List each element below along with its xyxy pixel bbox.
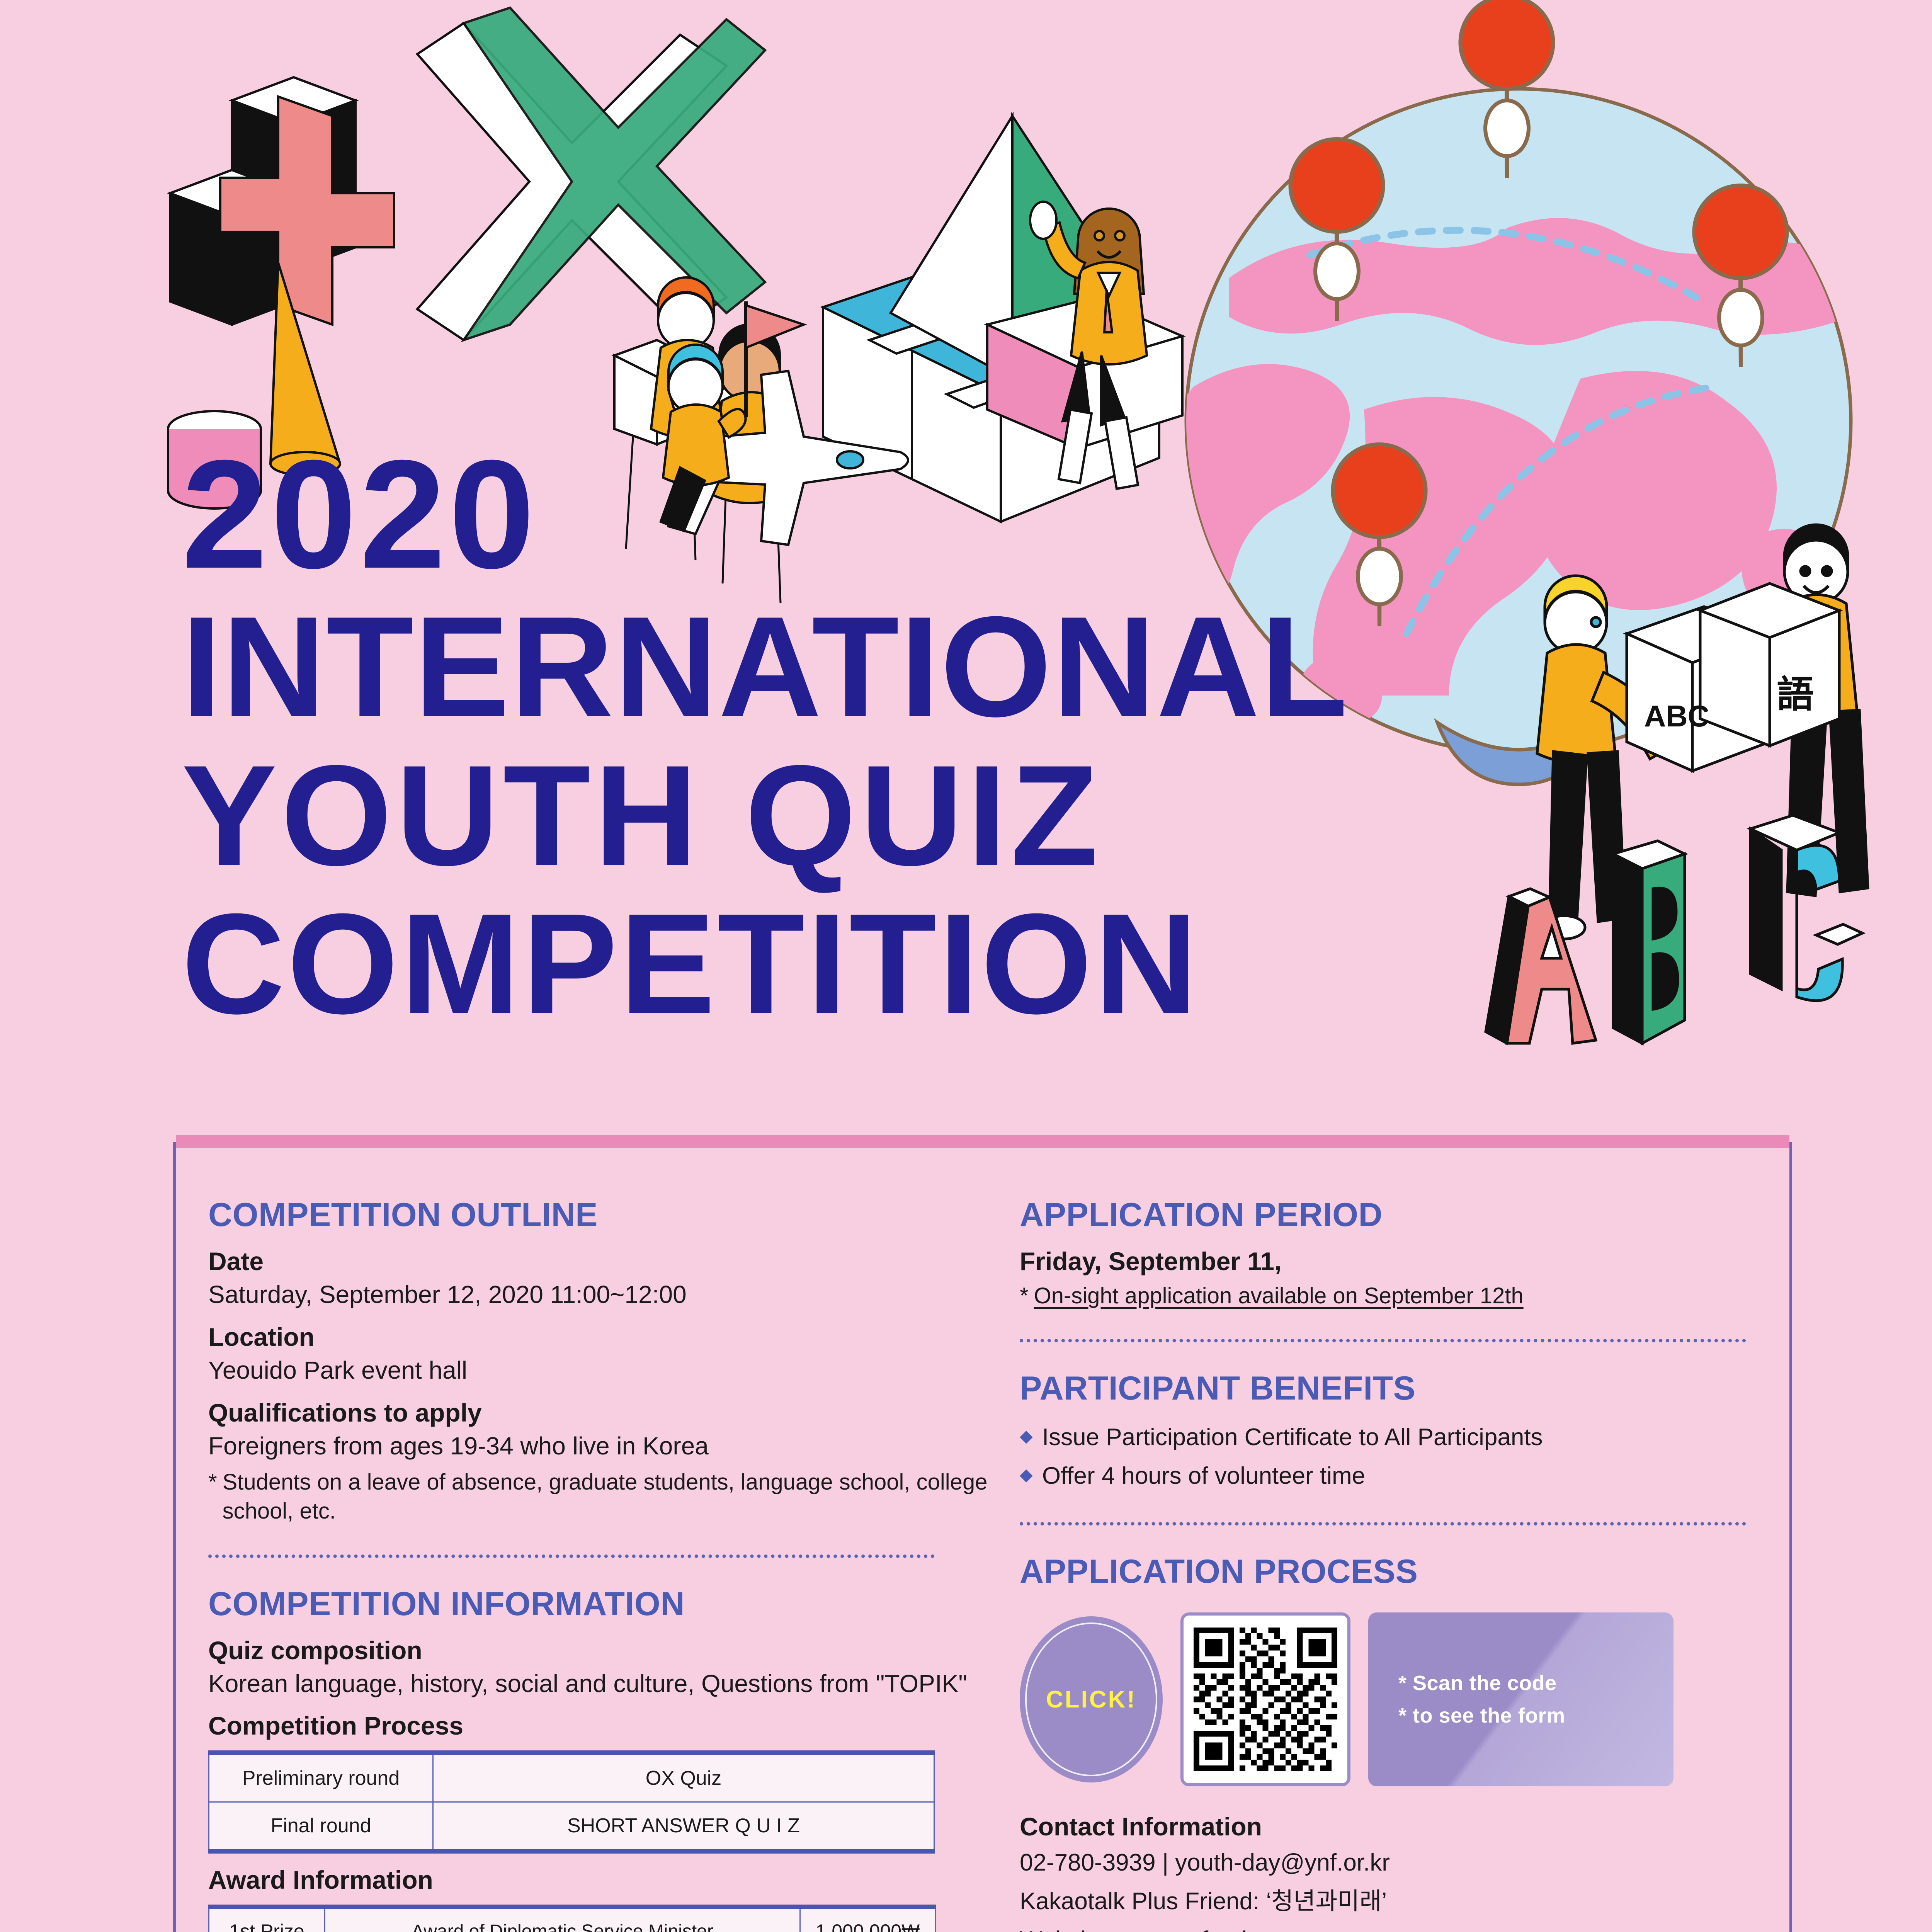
plus-shape-pink	[219, 95, 395, 327]
airplane-illustration	[667, 369, 909, 546]
competition-process-table: Preliminary round OX Quiz Final round SH…	[208, 1750, 935, 1854]
asterisk-icon: *	[208, 1469, 217, 1495]
map-pin	[1331, 442, 1428, 626]
box-carriers-group: ABC 語	[1536, 523, 1869, 940]
cone-shape-yellow	[269, 262, 342, 476]
divider-right-1	[1020, 1339, 1746, 1343]
globe-illustration	[1184, 0, 1853, 786]
process-round-1: Final round	[208, 1801, 434, 1852]
click-button-label: CLICK!	[1046, 1686, 1137, 1713]
scan-instructions-box: * Scan the code * to see the form	[1368, 1612, 1673, 1787]
note-qualifications-text: Students on a leave of absence, graduate…	[222, 1469, 988, 1524]
award-amount-0: 1,000,000₩	[799, 1906, 936, 1932]
process-type-1: SHORT ANSWER Q U I Z	[432, 1801, 935, 1852]
note-qualifications: * Students on a leave of absence, gradua…	[208, 1468, 995, 1526]
page-title: 2020 INTERNATIONAL YOUTH QUIZ COMPETITIO…	[182, 428, 1611, 1044]
list-item: ◆ Offer 4 hours of volunteer time	[1020, 1459, 1789, 1493]
label-date: Date	[208, 1247, 264, 1276]
section-heading-application-process: APPLICATION PROCESS	[1020, 1553, 1418, 1590]
title-line-three: YOUTH QUIZ	[182, 735, 1102, 895]
value-application-date: Friday, September 11,	[1020, 1247, 1282, 1276]
click-button[interactable]: CLICK!	[1020, 1616, 1163, 1783]
table-row: 1st Prize Award of Diplomatic Service Mi…	[208, 1906, 936, 1932]
label-qualifications: Qualifications to apply	[208, 1398, 482, 1427]
value-quiz-composition: Korean language, history, social and cul…	[208, 1669, 968, 1697]
scan-line-1: * Scan the code	[1398, 1672, 1557, 1695]
value-qualifications: Foreigners from ages 19-34 who live in K…	[208, 1432, 709, 1460]
value-date: Saturday, September 12, 2020 11:00~12:00	[208, 1281, 687, 1308]
frame-top-bar	[176, 1135, 1789, 1148]
pointing-woman-group	[984, 201, 1186, 490]
flag-boy	[659, 301, 807, 532]
process-round-0: Preliminary round	[208, 1752, 434, 1803]
award-place-0: 1st Prize	[208, 1906, 325, 1932]
award-title-0: Award of Diplomatic Service Minister	[324, 1906, 801, 1932]
contact-heading: Contact Information	[1020, 1812, 1262, 1841]
note-onsight-text: On-sight application available on Septem…	[1034, 1283, 1524, 1308]
title-line-two: INTERNATIONAL	[182, 587, 1349, 747]
section-heading-information: COMPETITION INFORMATION	[208, 1585, 685, 1622]
label-award-information: Award Information	[208, 1866, 433, 1895]
note-onsight: * On-sight application available on Sept…	[1020, 1281, 1789, 1310]
label-quiz-composition: Quiz composition	[208, 1636, 422, 1665]
application-process-widgets: CLICK!	[1020, 1612, 1789, 1787]
section-heading-outline: COMPETITION OUTLINE	[208, 1196, 598, 1233]
diamond-bullet-icon: ◆	[1020, 1465, 1033, 1485]
map-pin	[1288, 137, 1385, 321]
divider-right-2	[1020, 1522, 1746, 1526]
process-type-0: OX Quiz	[432, 1752, 935, 1803]
abc-3d-letters	[1484, 814, 1866, 1046]
benefit-text-0: Issue Participation Certificate to All P…	[1042, 1424, 1543, 1451]
contact-kakaotalk: Kakaotalk Plus Friend: ‘청년과미래’	[1020, 1888, 1387, 1915]
contact-phone-email[interactable]: 02-780-3939 | youth-day@ynf.or.kr	[1020, 1849, 1390, 1876]
label-location: Location	[208, 1322, 315, 1351]
qr-code-image	[1194, 1628, 1337, 1772]
box-label-abc: ABC	[1644, 699, 1709, 733]
asterisk-icon: *	[1020, 1283, 1029, 1308]
map-pin	[1458, 0, 1555, 178]
benefit-text-1: Offer 4 hours of volunteer time	[1042, 1463, 1366, 1490]
box-label-korean: 語	[1777, 674, 1814, 715]
right-column: APPLICATION PERIOD Friday, September 11,…	[995, 1196, 1789, 1932]
left-column: COMPETITION OUTLINE Date Saturday, Septe…	[176, 1196, 995, 1932]
section-heading-benefits: PARTICIPANT BENEFITS	[1020, 1370, 1416, 1407]
title-line-four: COMPETITION	[182, 884, 1200, 1044]
hero-illustration: ABC 語	[167, 0, 1869, 1046]
cylinder-shape-pink	[167, 410, 262, 510]
table-row: Preliminary round OX Quiz	[208, 1752, 935, 1803]
contact-website[interactable]: Website: www.ynf.or.kr	[1020, 1923, 1789, 1932]
benefits-list: ◆ Issue Participation Certificate to All…	[1020, 1420, 1789, 1493]
map-pin	[1692, 184, 1789, 367]
qr-code[interactable]	[1180, 1612, 1350, 1787]
table-row: Final round SHORT ANSWER Q U I Z	[208, 1801, 935, 1852]
diamond-bullet-icon: ◆	[1020, 1427, 1033, 1446]
section-heading-application-period: APPLICATION PERIOD	[1020, 1196, 1383, 1233]
scan-line-2: * to see the form	[1398, 1704, 1565, 1728]
content-frame: COMPETITION OUTLINE Date Saturday, Septe…	[173, 1135, 1792, 1932]
label-competition-process: Competition Process	[208, 1711, 464, 1740]
value-location: Yeouido Park event hall	[208, 1356, 468, 1384]
divider-left-1	[208, 1554, 935, 1558]
list-item: ◆ Issue Participation Certificate to All…	[1020, 1420, 1789, 1455]
title-line-year: 2020	[182, 428, 538, 600]
x-shape-green	[415, 6, 767, 342]
award-information-table: 1st Prize Award of Diplomatic Service Mi…	[208, 1905, 936, 1932]
